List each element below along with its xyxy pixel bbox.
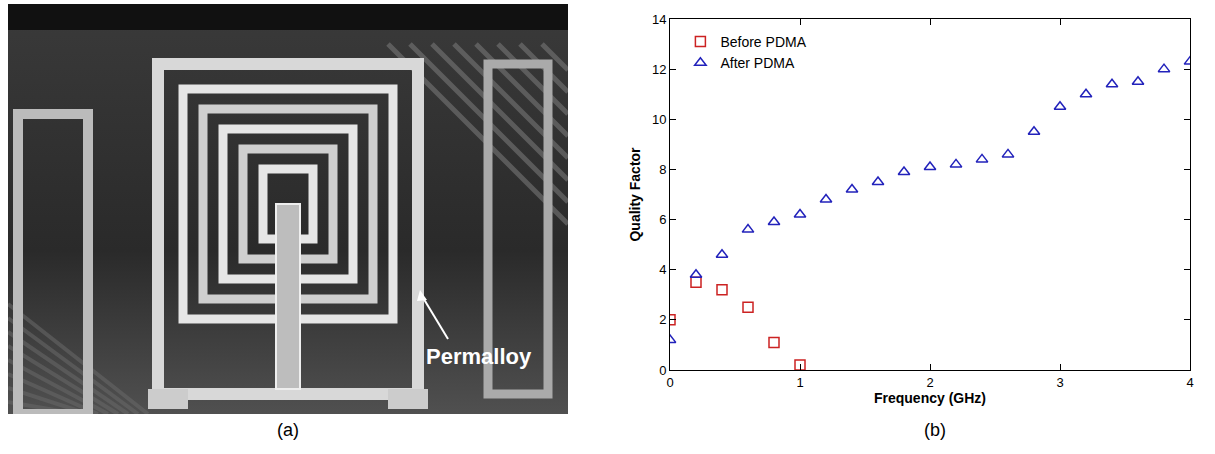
svg-text:2: 2 <box>926 375 933 390</box>
svg-text:6: 6 <box>659 212 666 227</box>
svg-text:0: 0 <box>666 375 673 390</box>
html-text:(a): (a) <box>277 420 299 440</box>
svg-text:0: 0 <box>659 363 666 378</box>
svg-text:4: 4 <box>1186 375 1193 390</box>
svg-text:12: 12 <box>652 62 666 77</box>
svg-text:3: 3 <box>1056 375 1063 390</box>
svg-text:10: 10 <box>652 112 666 127</box>
svg-text:Before PDMA: Before PDMA <box>720 34 806 50</box>
svg-text:8: 8 <box>659 162 666 177</box>
svg-text:Frequency (GHz): Frequency (GHz) <box>874 390 986 406</box>
svg-text:4: 4 <box>659 262 666 277</box>
svg-text:After PDMA: After PDMA <box>720 55 795 71</box>
svg-text:14: 14 <box>652 12 666 27</box>
svg-text:2: 2 <box>659 312 666 327</box>
html-text:(b): (b) <box>924 420 946 440</box>
svg-text:Quality Factor: Quality Factor <box>627 147 643 242</box>
svg-text:Permalloy: Permalloy <box>426 344 532 369</box>
svg-text:1: 1 <box>796 375 803 390</box>
